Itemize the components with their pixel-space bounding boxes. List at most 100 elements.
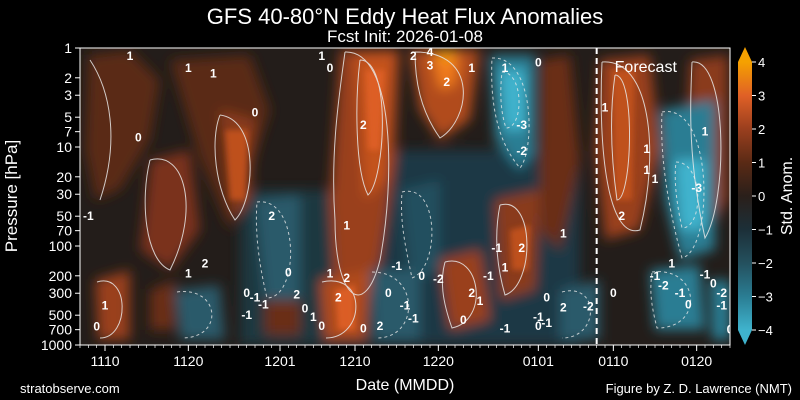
x-tick-label: 0120 <box>681 353 712 369</box>
contour-label: 1 <box>327 267 334 281</box>
contour-label: 1 <box>652 172 659 186</box>
y-tick-label: 5 <box>64 109 72 125</box>
x-tick-label: 1110 <box>90 353 119 369</box>
contour-label: 2 <box>360 118 367 132</box>
contour-label: -1 <box>483 269 494 283</box>
contour-label: -2 <box>583 300 594 314</box>
x-axis: 1110 1120 1201 1210 1220 0101 0110 0120 <box>79 345 731 369</box>
contour-label: 0 <box>302 302 309 316</box>
y-tick-label: 20 <box>56 169 72 185</box>
contour-label: 1 <box>702 125 709 139</box>
y-tick-label: 30 <box>56 186 72 202</box>
y-tick-label: 7 <box>64 124 72 140</box>
colorbar-tick-label: 2 <box>758 122 765 137</box>
contour-label: -1 <box>675 286 686 300</box>
y-tick-label: 1000 <box>41 337 72 353</box>
contour-label: 1 <box>310 310 317 324</box>
chart-title: GFS 40-80°N Eddy Heat Flux Anomalies <box>207 4 603 29</box>
contour-label: 0 <box>360 321 367 335</box>
y-tick-label: 2 <box>64 70 72 86</box>
contour-label: 0 <box>460 313 467 327</box>
x-tick-label: 1220 <box>423 353 454 369</box>
contour-label: 1 <box>127 49 134 63</box>
contour-label: 1 <box>643 163 650 177</box>
contour-label: 1 <box>468 61 475 75</box>
y-axis-label: Pressure [hPa] <box>2 140 21 252</box>
contour-label: 1 <box>343 218 350 232</box>
credit-left: stratobserve.com <box>20 381 120 396</box>
colorbar-top-arrow <box>738 47 752 62</box>
contour-label: -1 <box>716 299 727 313</box>
contour-label: -2 <box>433 272 444 286</box>
contour-label: 1 <box>502 261 509 275</box>
contour-label: -1 <box>83 209 94 223</box>
contour-label: 0 <box>135 130 142 144</box>
contour-label: 4 <box>427 45 434 59</box>
contour-label: 2 <box>560 301 567 315</box>
colorbar-gradient <box>738 62 752 330</box>
contour-label: 2 <box>268 209 275 223</box>
contour-label: 3 <box>427 58 434 72</box>
contour-label: -1 <box>491 241 502 255</box>
x-tick-label: 1210 <box>339 353 370 369</box>
contour-label: 1 <box>185 267 192 281</box>
contour-label: 0 <box>543 290 550 304</box>
y-tick-label: 200 <box>49 268 73 284</box>
contour-label: 1 <box>502 61 509 75</box>
contour-label: 2 <box>293 288 300 302</box>
contour-label: 0 <box>252 106 259 120</box>
colorbar-tick-label: 3 <box>758 89 765 104</box>
contour-label: 0 <box>535 319 542 333</box>
contour-label: 2 <box>377 319 384 333</box>
y-tick-label: 500 <box>49 307 73 323</box>
colorbar-tick-label: −1 <box>758 223 773 238</box>
colorbar-ticks: −4 −3 −2 −1 0 1 2 3 4 <box>752 55 773 338</box>
contour-label: -1 <box>700 268 711 282</box>
colorbar: −4 −3 −2 −1 0 1 2 3 4 Std. Anom. <box>738 47 796 345</box>
contour-label: 0 <box>610 286 617 300</box>
contour-label: -1 <box>408 312 419 326</box>
forecast-label: Forecast <box>615 59 678 76</box>
contour-label: 1 <box>102 299 109 313</box>
y-tick-label: 50 <box>56 208 72 224</box>
colorbar-tick-label: 1 <box>758 156 765 171</box>
contour-label: 1 <box>668 256 675 270</box>
contour-label: -2 <box>716 286 727 300</box>
colorbar-tick-label: 0 <box>758 189 765 204</box>
contour-label: 0 <box>285 265 292 279</box>
contour-label: -1 <box>250 290 261 304</box>
colorbar-tick-label: −3 <box>758 290 773 305</box>
contour-label: 0 <box>727 323 734 337</box>
contour-label: 1 <box>185 61 192 75</box>
y-tick-label: 700 <box>49 322 73 338</box>
contour-label: 0 <box>685 298 692 312</box>
contour-label: 1 <box>560 227 567 241</box>
contour-label: 2 <box>202 256 209 270</box>
colorbar-bottom-arrow <box>738 330 752 345</box>
contour-label: 1 <box>643 142 650 156</box>
y-tick-label: 10 <box>56 139 72 155</box>
contour-label: 0 <box>243 286 250 300</box>
contour-label: 2 <box>443 75 450 89</box>
colorbar-tick-label: −4 <box>758 323 773 338</box>
credit-right: Figure by Z. D. Lawrence (NMT) <box>606 381 792 396</box>
contour-label: 1 <box>318 49 325 63</box>
contour-label: 1 <box>602 101 609 115</box>
contour-label: 0 <box>318 319 325 333</box>
y-tick-label: 1 <box>64 40 72 56</box>
y-tick-label: 70 <box>56 223 72 239</box>
contour-label: -1 <box>258 298 269 312</box>
colorbar-tick-label: 4 <box>758 55 765 70</box>
contour-label: 0 <box>385 286 392 300</box>
contour-label: -3 <box>691 181 702 195</box>
contour-label: -2 <box>658 278 669 292</box>
contour-label: 2 <box>410 49 417 63</box>
colorbar-tick-label: −2 <box>758 256 773 271</box>
contour-label: 2 <box>335 290 342 304</box>
chart-subtitle: Fcst Init: 2026-01-08 <box>327 27 483 46</box>
contour-label: -1 <box>400 299 411 313</box>
